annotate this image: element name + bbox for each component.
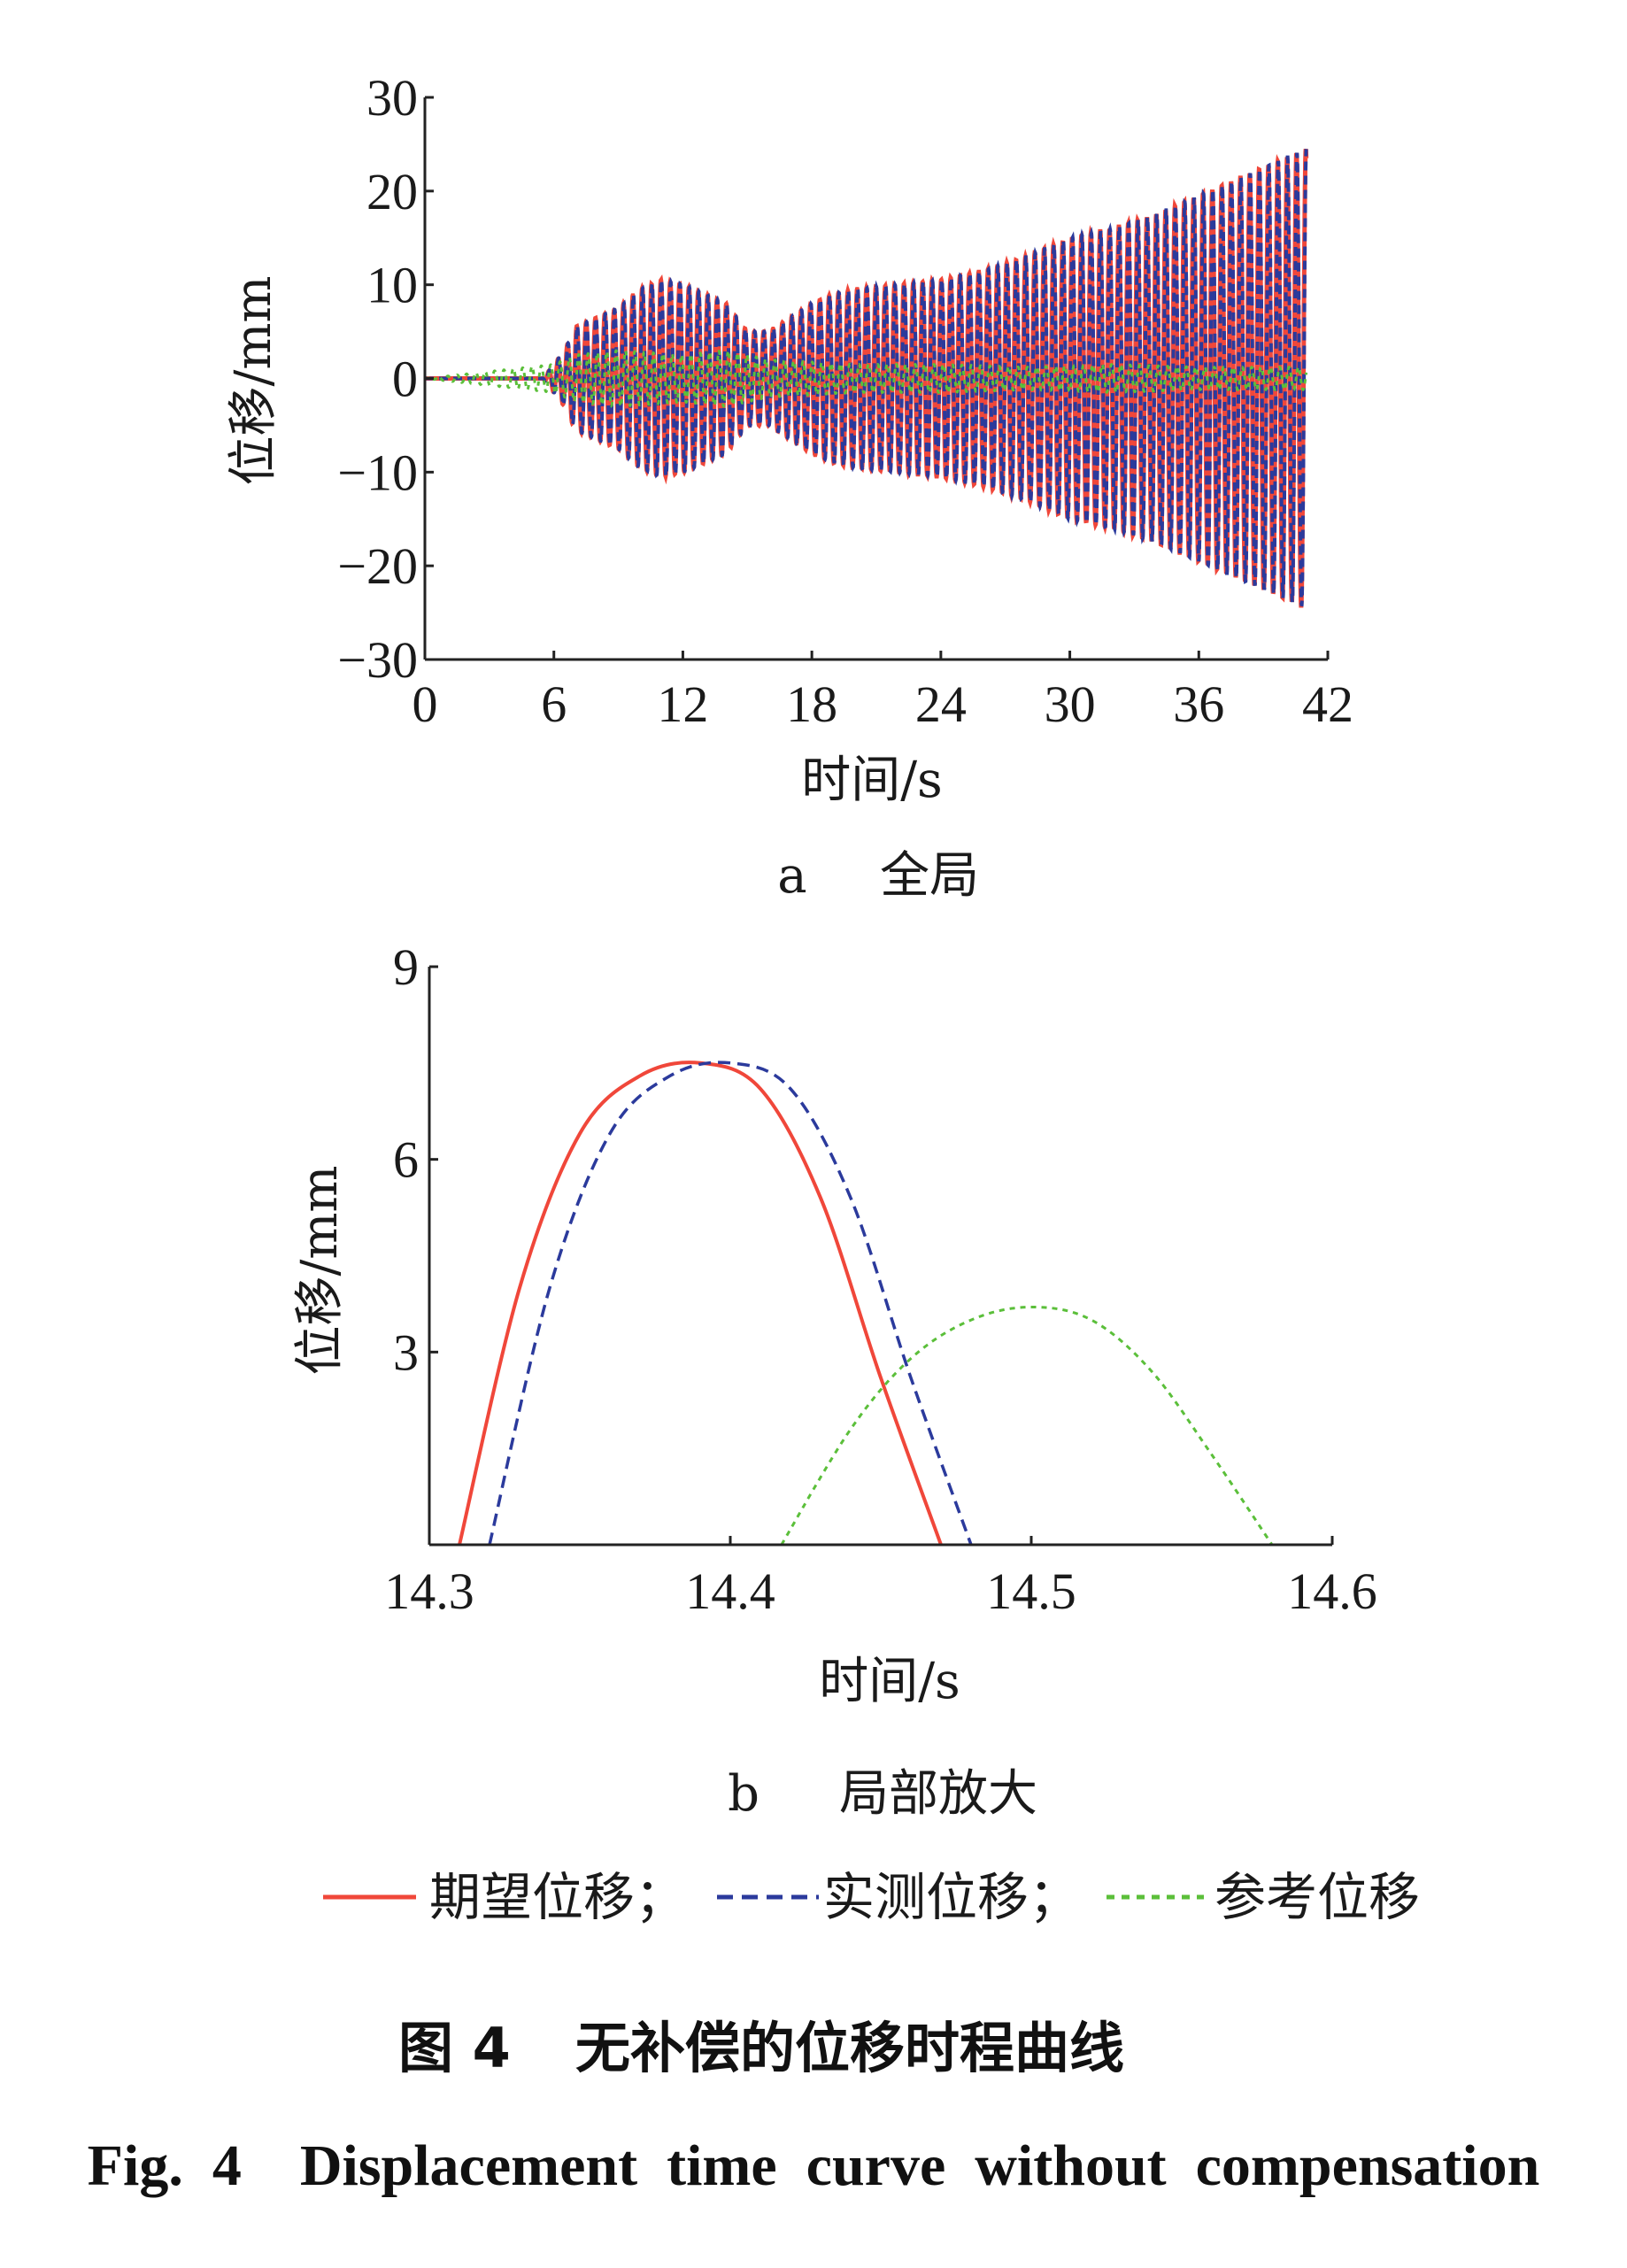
chart-a-xlabel: 时间/s — [801, 752, 943, 809]
chart-a-y-tick-label: 20 — [366, 163, 418, 220]
chart-a-x-tick-label: 6 — [541, 675, 567, 733]
chart-b-axes: 9 6 3 14.3 14.4 14.5 14.6 — [384, 938, 1377, 1620]
legend-label-measured: 实测位移； — [823, 1867, 1080, 1927]
chart-a-series-reference — [424, 349, 1308, 409]
chart-b-x-tick-label: 14.5 — [986, 1562, 1076, 1620]
caption-cn-number: 图 4 — [398, 2016, 511, 2080]
chart-b-x-tick-label: 14.6 — [1287, 1562, 1377, 1620]
chart-b-subtitle-letter: b — [728, 1765, 760, 1823]
chart-b-x-tick-label: 14.3 — [384, 1562, 474, 1620]
figure-caption: 图 4 无补偿的位移时程曲线 Fig. 4 Displacement time … — [88, 2016, 1540, 2198]
chart-b-series-layer — [458, 1061, 1274, 1546]
chart-a-y-tick-label: 30 — [366, 69, 418, 127]
chart-b-y-tick-label: 6 — [393, 1131, 419, 1189]
chart-b-series-reference — [780, 1305, 1274, 1546]
chart-b-zoom: 9 6 3 14.3 14.4 14.5 14.6 时间/s 位移/mm b 局部放大 — [291, 938, 1377, 1823]
chart-a-x-tick-label: 42 — [1302, 675, 1353, 733]
legend-label-expected: 期望位移； — [429, 1867, 686, 1927]
chart-b-subtitle: 局部放大 — [839, 1765, 1037, 1823]
chart-a-x-tick-label: 30 — [1045, 675, 1096, 733]
caption-cn-title: 无补偿的位移时程曲线 — [575, 2016, 1124, 2080]
chart-a-y-tick-label: −20 — [337, 537, 418, 595]
chart-a-x-tick-label: 36 — [1173, 675, 1224, 733]
chart-b-ylabel: 位移/mm — [291, 1165, 349, 1375]
chart-a-x-tick-label: 18 — [786, 675, 837, 733]
chart-a-series-measured — [425, 149, 1308, 607]
chart-b-series-expected — [458, 1061, 943, 1546]
chart-a-x-tick-label: 0 — [413, 675, 438, 733]
chart-b-y-tick-label: 9 — [393, 938, 419, 996]
chart-a-series-layer — [424, 149, 1309, 608]
chart-a-subtitle-letter: a — [777, 847, 806, 905]
chart-b-x-tick-label: 14.4 — [685, 1562, 775, 1620]
chart-b-y-tick-label: 3 — [393, 1323, 419, 1381]
legend: 期望位移； 实测位移； 参考位移 — [323, 1867, 1420, 1927]
chart-a-x-tick-label: 12 — [657, 675, 708, 733]
chart-a-x-tick-label: 24 — [915, 675, 967, 733]
chart-b-series-measured — [488, 1061, 973, 1546]
chart-a-y-tick-label: 10 — [366, 257, 418, 314]
chart-b-xlabel: 时间/s — [819, 1653, 960, 1710]
chart-a-y-tick-label: 0 — [392, 351, 418, 408]
legend-label-reference: 参考位移 — [1214, 1867, 1420, 1927]
caption-en: Fig. 4 Displacement time curve without c… — [88, 2133, 1540, 2198]
chart-a-ylabel: 位移/mm — [225, 275, 282, 485]
chart-a-y-tick-label: −10 — [337, 444, 418, 501]
chart-a-y-tick-label: −30 — [337, 631, 418, 689]
chart-a-subtitle: 全局 — [880, 847, 979, 905]
